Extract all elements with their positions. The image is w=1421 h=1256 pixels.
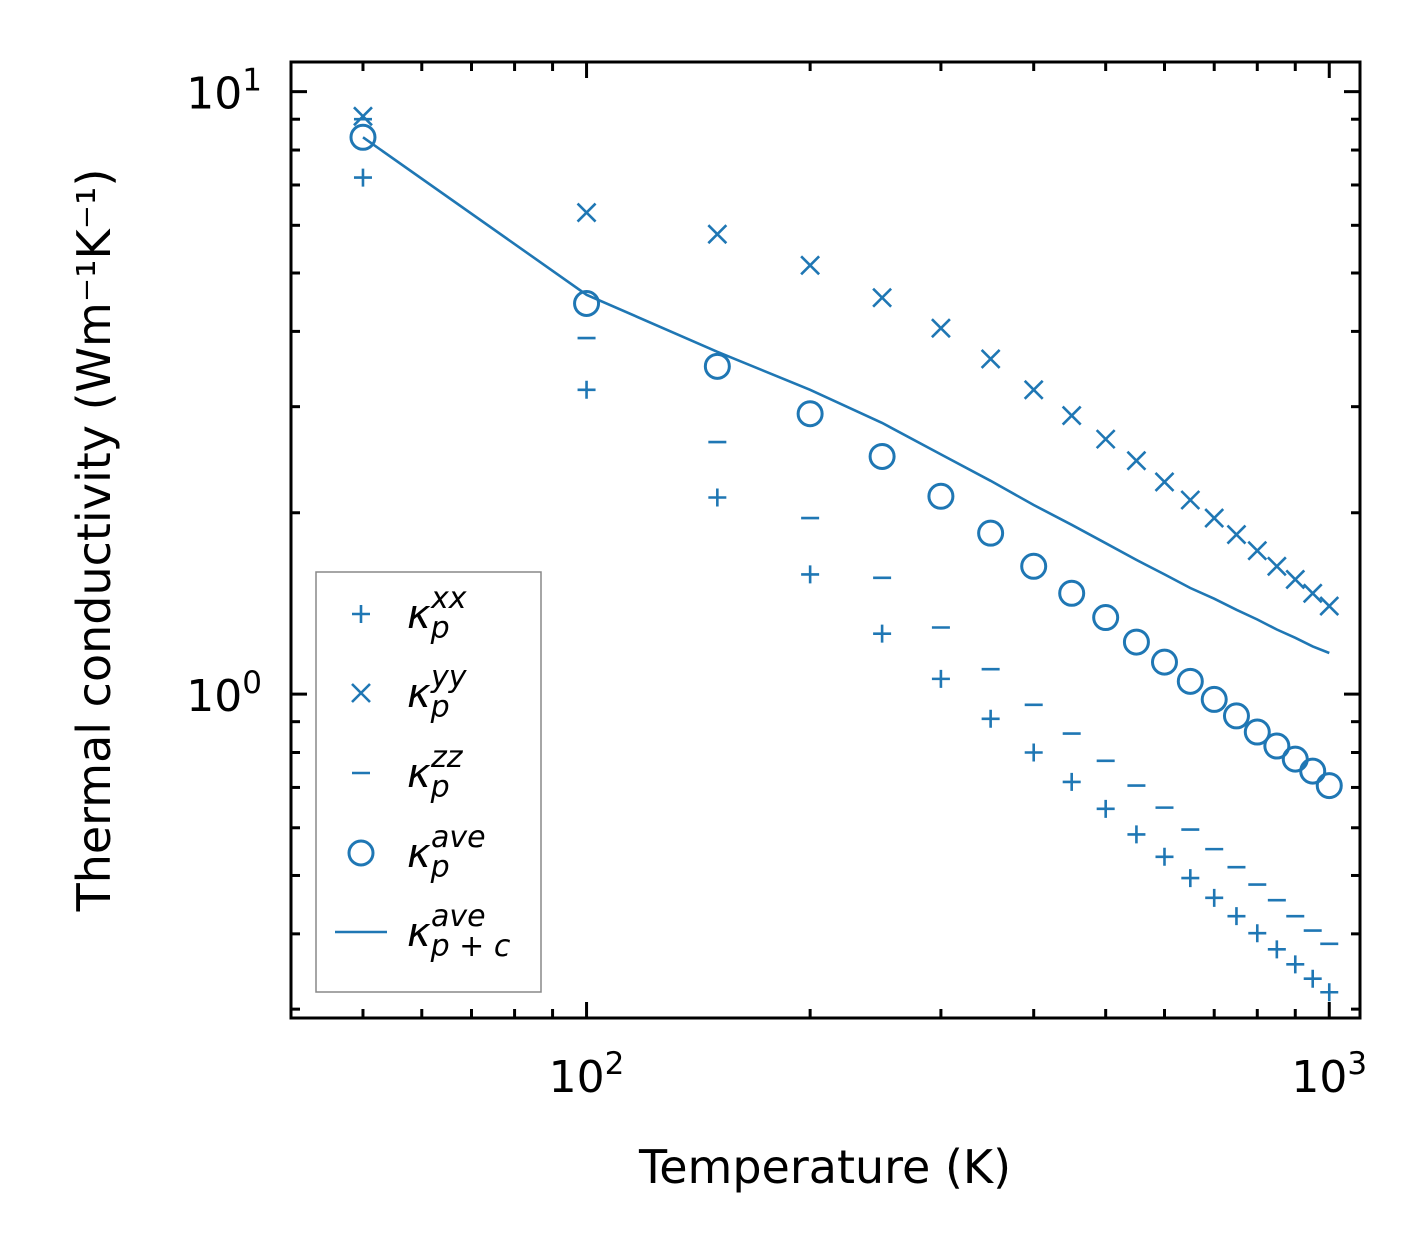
legend-item-kave: κpave (347, 820, 486, 885)
point-kave (1176, 667, 1204, 695)
point-kave (868, 442, 896, 470)
point-kyy (980, 349, 1001, 369)
point-kxx (1267, 940, 1286, 959)
point-kave (1243, 718, 1271, 746)
point-kxx (1303, 969, 1322, 988)
point-kave (1281, 745, 1309, 773)
point-kyy (1319, 596, 1340, 616)
x-tick-label: 102 (549, 1046, 625, 1103)
point-kyy (930, 318, 951, 339)
point-kyy (1302, 583, 1323, 604)
point-kave (1315, 772, 1343, 800)
legend: κpxx κpyy κpzz κpave κp + cave (315, 571, 542, 993)
point-kyy (1154, 472, 1175, 492)
legend-label-kave: κpave (407, 820, 486, 885)
point-kyy (1023, 379, 1044, 400)
legend-item-kzz: κpzz (352, 740, 464, 805)
point-kxx (873, 624, 892, 643)
point-kyy (1247, 540, 1268, 561)
y-tick-label: 101 (186, 63, 262, 120)
point-kave (349, 123, 377, 151)
point-kyy (707, 224, 728, 245)
x-tick-label: 103 (1291, 1046, 1367, 1103)
point-kxx (1286, 955, 1305, 974)
legend-label-kpc: κp + cave (407, 899, 511, 964)
point-kyy (1266, 556, 1287, 577)
point-kave (1222, 702, 1250, 730)
point-kxx (1205, 888, 1224, 907)
point-kave (977, 519, 1005, 547)
point-kxx (1181, 869, 1200, 888)
point-kyy (1226, 524, 1247, 545)
point-kave (927, 482, 955, 510)
x-axis-title: Temperature (K) (638, 1140, 1011, 1194)
point-kxx (1024, 743, 1043, 762)
plot-frame (289, 60, 1362, 1020)
point-kyy (872, 287, 893, 308)
point-kxx (577, 380, 596, 399)
series-kyy (353, 106, 1340, 616)
point-kave (1263, 732, 1291, 760)
point-kave (1200, 685, 1228, 713)
legend-marker-kave (347, 839, 375, 867)
tick-marks (289, 62, 1360, 1018)
point-kyy (1180, 490, 1201, 510)
point-kxx (1155, 847, 1174, 866)
point-kave (1299, 757, 1327, 785)
point-kave (1058, 579, 1086, 607)
point-kxx (1248, 924, 1267, 943)
point-kave (1150, 648, 1178, 676)
point-kxx (981, 709, 1000, 728)
tick-labels: 102 103 100 101 (186, 63, 1367, 1103)
series-kpc (362, 136, 1330, 655)
legend-item-kxx: κpxx (352, 581, 467, 646)
legend-box (315, 571, 542, 993)
point-kxx (801, 565, 820, 584)
point-kyy (1285, 569, 1306, 590)
point-kave (1092, 604, 1120, 632)
legend-label-kzz: κpzz (407, 740, 464, 805)
point-kxx (1127, 825, 1146, 844)
point-kxx (1227, 907, 1246, 926)
point-kxx (1096, 799, 1115, 818)
point-kyy (1095, 429, 1116, 450)
point-kyy (1126, 450, 1147, 471)
point-kyy (576, 202, 597, 223)
point-kxx (1062, 772, 1081, 791)
legend-label-kxx: κpxx (407, 581, 467, 646)
point-kyy (800, 255, 821, 276)
point-kyy (1061, 405, 1082, 426)
line-kpc (362, 136, 1330, 655)
point-kave (1020, 552, 1048, 580)
point-kave (703, 352, 731, 380)
point-kave (1122, 628, 1150, 656)
point-kxx (708, 488, 727, 507)
y-tick-label: 100 (186, 665, 262, 722)
point-kxx (1320, 983, 1339, 1002)
y-axis-title: Thermal conductivity (Wm⁻¹K⁻¹) (67, 169, 121, 913)
legend-label-kyy: κpyy (407, 660, 468, 725)
series-kzz (353, 117, 1339, 946)
point-kyy (353, 106, 373, 127)
data-series (349, 106, 1343, 1002)
legend-item-kyy: κpyy (351, 660, 468, 725)
point-kave (573, 290, 601, 318)
legend-marker-kxx (352, 605, 370, 623)
point-kave (796, 400, 824, 428)
series-kave (349, 123, 1343, 800)
point-kxx (931, 669, 950, 688)
series-kxx (353, 168, 1339, 1002)
point-kyy (1204, 508, 1225, 528)
point-kxx (353, 168, 372, 187)
legend-marker-kyy (351, 683, 371, 703)
legend-item-kpc: κp + cave (335, 899, 511, 964)
